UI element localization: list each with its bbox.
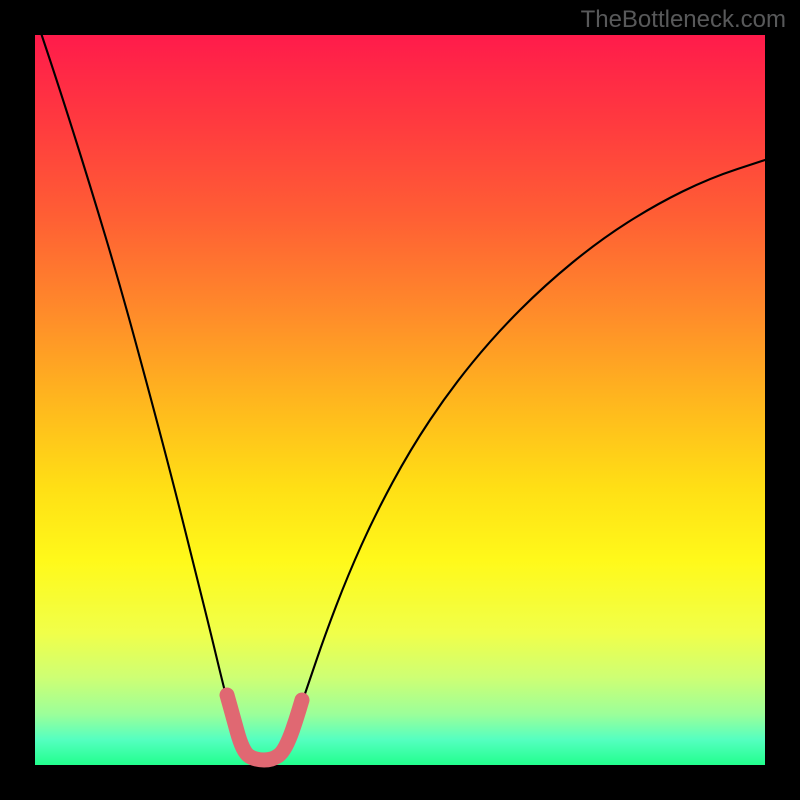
bottleneck-curve bbox=[35, 15, 765, 759]
plot-area bbox=[35, 35, 765, 765]
chart-container: TheBottleneck.com bbox=[0, 0, 800, 800]
curve-layer bbox=[35, 35, 765, 765]
watermark-text: TheBottleneck.com bbox=[581, 6, 786, 34]
optimal-range-highlight bbox=[227, 695, 302, 760]
